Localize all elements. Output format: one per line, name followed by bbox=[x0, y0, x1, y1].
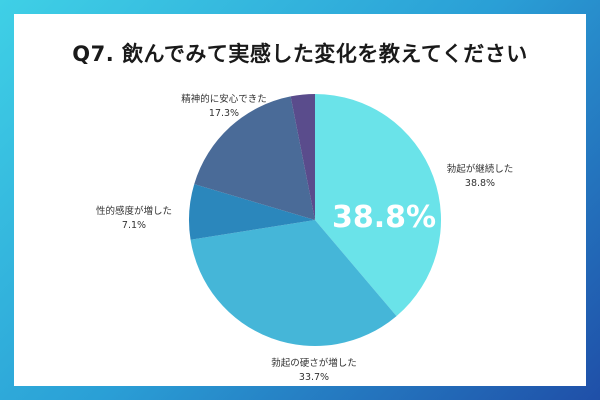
pie-chart: 勃起が継続した 38.8% 勃起の硬さが増した 33.7% 性的感度が増した 7.1% 精神… bbox=[96, 93, 513, 383]
pie-slice-2 bbox=[189, 184, 315, 240]
pie-slice-0 bbox=[315, 94, 442, 317]
slice-label-2: 性的感度が増した bbox=[96, 205, 172, 217]
slice-label-0: 勃起が継続した bbox=[447, 163, 514, 175]
chart-title: Q7. 飲んでみて実感した変化を教えてください bbox=[72, 42, 528, 66]
pie-slices bbox=[189, 93, 442, 347]
chart-card: Q7. 飲んでみて実感した変化を教えてください 勃起が継続した 38.8% 勃起の硬… bbox=[14, 14, 586, 386]
slice-value-2: 7.1% bbox=[122, 220, 146, 231]
slice-label-1: 勃起の硬さが増した bbox=[271, 357, 357, 369]
pie-labels: 勃起が継続した 38.8% 勃起の硬さが増した 33.7% 性的感度が増した 7.1% 精神… bbox=[96, 93, 513, 383]
highlight-value: 38.8% bbox=[332, 200, 436, 235]
pie-slice-4 bbox=[290, 93, 315, 220]
slice-label-3: 精神的に安心できた bbox=[181, 93, 267, 105]
slice-value-3: 17.3% bbox=[209, 108, 239, 119]
pie-slice-1 bbox=[190, 220, 397, 347]
slice-value-1: 33.7% bbox=[299, 372, 329, 383]
slice-value-0: 38.8% bbox=[465, 178, 495, 189]
pie-slice-3 bbox=[194, 96, 315, 220]
